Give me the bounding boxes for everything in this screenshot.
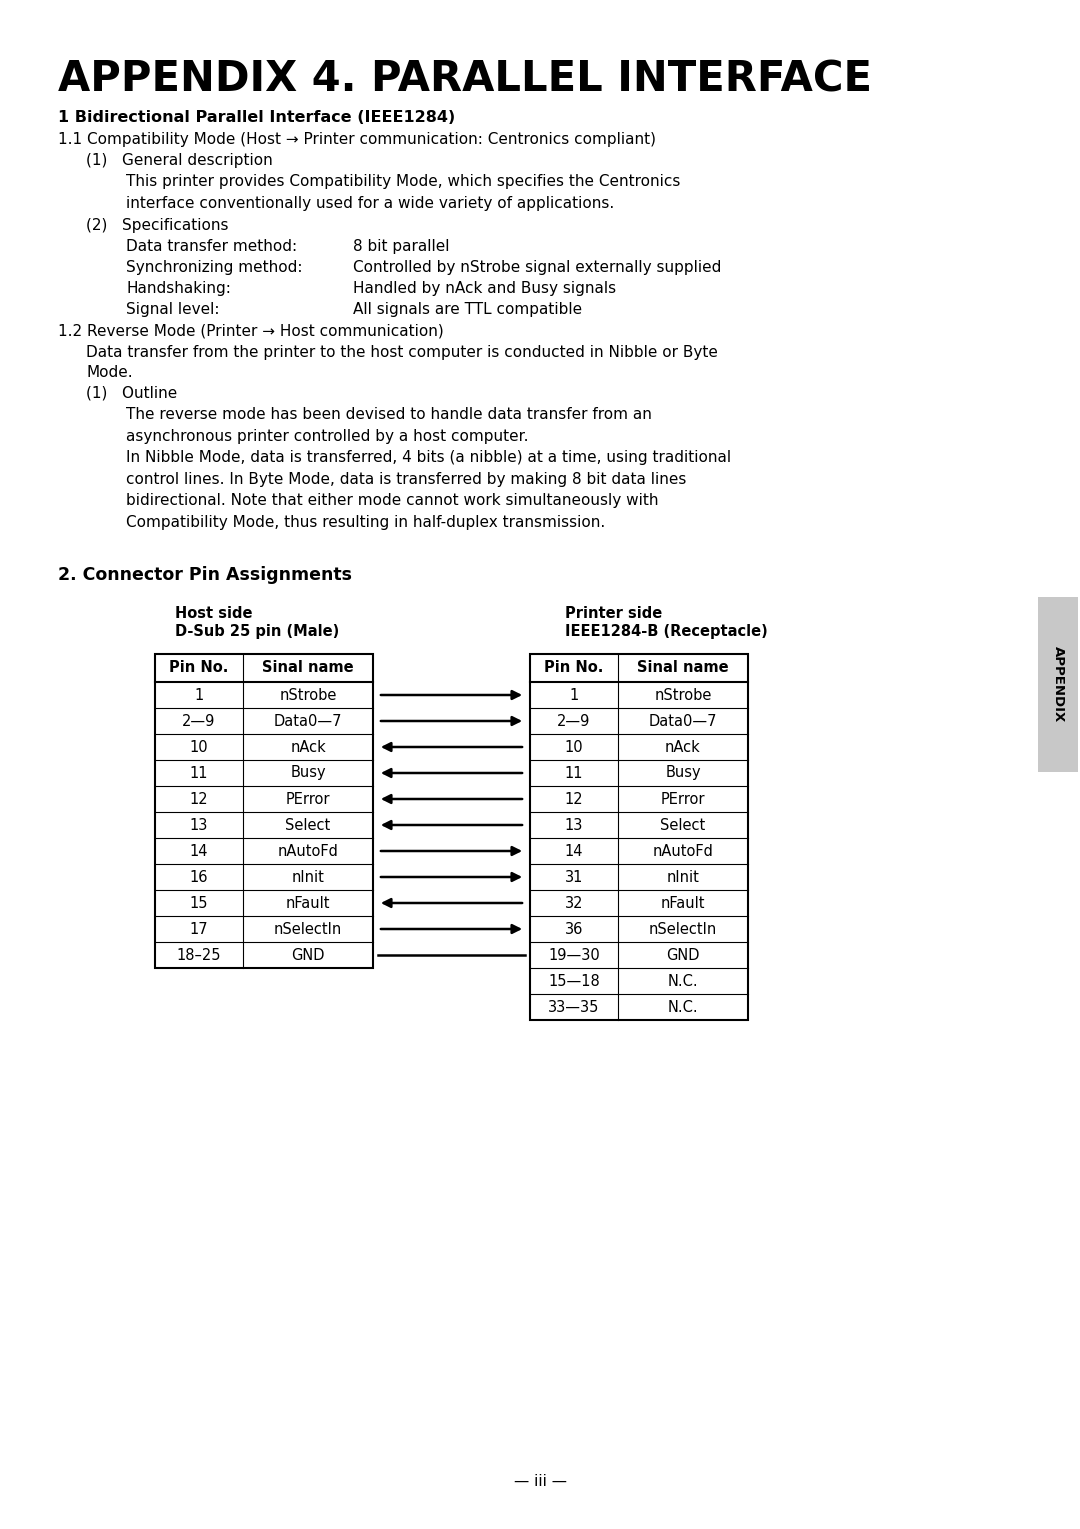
Bar <box>530 654 748 1020</box>
Text: 32: 32 <box>565 896 583 910</box>
Text: Sinal name: Sinal name <box>637 661 729 676</box>
Text: PError: PError <box>661 792 705 806</box>
Text: Busy: Busy <box>665 766 701 780</box>
Text: 2—9: 2—9 <box>557 714 591 728</box>
Text: 14: 14 <box>565 844 583 858</box>
Text: Data transfer method:: Data transfer method: <box>126 239 297 254</box>
Text: 13: 13 <box>565 818 583 832</box>
Bar <box>1038 596 1078 772</box>
Text: 12: 12 <box>565 792 583 806</box>
Text: 1.2 Reverse Mode (Printer → Host communication): 1.2 Reverse Mode (Printer → Host communi… <box>58 324 444 339</box>
Text: 11: 11 <box>190 766 208 780</box>
Text: 31: 31 <box>565 870 583 884</box>
Text: 1 Bidirectional Parallel Interface (IEEE1284): 1 Bidirectional Parallel Interface (IEEE… <box>58 110 456 125</box>
Text: Host side: Host side <box>175 605 253 621</box>
Text: N.C.: N.C. <box>667 1000 699 1015</box>
Text: Data0—7: Data0—7 <box>273 714 342 728</box>
Text: N.C.: N.C. <box>667 974 699 989</box>
Text: 1: 1 <box>569 688 579 702</box>
Text: nSelectIn: nSelectIn <box>274 922 342 936</box>
Text: 8 bit parallel: 8 bit parallel <box>353 239 449 254</box>
Text: 2. Connector Pin Assignments: 2. Connector Pin Assignments <box>58 566 352 584</box>
Text: nSelectIn: nSelectIn <box>649 922 717 936</box>
Text: 15: 15 <box>190 896 208 910</box>
Text: nAck: nAck <box>291 740 326 754</box>
Text: This printer provides Compatibility Mode, which specifies the Centronics
interfa: This printer provides Compatibility Mode… <box>126 174 680 211</box>
Text: Pin No.: Pin No. <box>544 661 604 676</box>
Text: 33—35: 33—35 <box>549 1000 599 1015</box>
Text: 16: 16 <box>190 870 208 884</box>
Text: nAutoFd: nAutoFd <box>278 844 338 858</box>
Text: APPENDIX 4. PARALLEL INTERFACE: APPENDIX 4. PARALLEL INTERFACE <box>58 58 872 99</box>
Text: — iii —: — iii — <box>513 1474 567 1489</box>
Text: nInit: nInit <box>292 870 324 884</box>
Text: Mode.: Mode. <box>86 365 133 381</box>
Bar <box>156 654 373 968</box>
Text: 13: 13 <box>190 818 208 832</box>
Text: 14: 14 <box>190 844 208 858</box>
Text: Data transfer from the printer to the host computer is conducted in Nibble or By: Data transfer from the printer to the ho… <box>86 346 718 359</box>
Text: GND: GND <box>292 948 325 962</box>
Text: Data0—7: Data0—7 <box>649 714 717 728</box>
Text: nStrobe: nStrobe <box>654 688 712 702</box>
Text: Controlled by nStrobe signal externally supplied: Controlled by nStrobe signal externally … <box>353 260 721 275</box>
Text: Select: Select <box>285 818 330 832</box>
Text: IEEE1284-B (Receptacle): IEEE1284-B (Receptacle) <box>565 624 768 639</box>
Text: Busy: Busy <box>291 766 326 780</box>
Text: APPENDIX: APPENDIX <box>1052 647 1065 723</box>
Text: GND: GND <box>666 948 700 962</box>
Text: nStrobe: nStrobe <box>280 688 337 702</box>
Text: The reverse mode has been devised to handle data transfer from an
asynchronous p: The reverse mode has been devised to han… <box>126 407 652 443</box>
Text: nAck: nAck <box>665 740 701 754</box>
Text: (1)   General description: (1) General description <box>86 153 273 168</box>
Text: Printer side: Printer side <box>565 605 662 621</box>
Text: 1: 1 <box>194 688 204 702</box>
Text: Synchronizing method:: Synchronizing method: <box>126 260 302 275</box>
Text: 18–25: 18–25 <box>177 948 221 962</box>
Text: PError: PError <box>286 792 330 806</box>
Text: nFault: nFault <box>286 896 330 910</box>
Text: nAutoFd: nAutoFd <box>652 844 714 858</box>
Text: In Nibble Mode, data is transferred, 4 bits (a nibble) at a time, using traditio: In Nibble Mode, data is transferred, 4 b… <box>126 450 731 531</box>
Text: D-Sub 25 pin (Male): D-Sub 25 pin (Male) <box>175 624 339 639</box>
Text: 12: 12 <box>190 792 208 806</box>
Text: 10: 10 <box>565 740 583 754</box>
Text: 15—18: 15—18 <box>549 974 599 989</box>
Text: 36: 36 <box>565 922 583 936</box>
Text: Pin No.: Pin No. <box>170 661 229 676</box>
Text: Select: Select <box>660 818 705 832</box>
Text: (1)   Outline: (1) Outline <box>86 385 177 401</box>
Text: Sinal name: Sinal name <box>262 661 354 676</box>
Text: (2)   Specifications: (2) Specifications <box>86 219 229 232</box>
Text: 17: 17 <box>190 922 208 936</box>
Text: nFault: nFault <box>661 896 705 910</box>
Text: 1.1 Compatibility Mode (Host → Printer communication: Centronics compliant): 1.1 Compatibility Mode (Host → Printer c… <box>58 131 656 147</box>
Text: 2—9: 2—9 <box>183 714 216 728</box>
Text: 10: 10 <box>190 740 208 754</box>
Text: nInit: nInit <box>666 870 700 884</box>
Text: Signal level:: Signal level: <box>126 303 219 317</box>
Text: 11: 11 <box>565 766 583 780</box>
Text: Handshaking:: Handshaking: <box>126 281 231 297</box>
Text: 19—30: 19—30 <box>549 948 599 962</box>
Text: Handled by nAck and Busy signals: Handled by nAck and Busy signals <box>353 281 616 297</box>
Text: All signals are TTL compatible: All signals are TTL compatible <box>353 303 582 317</box>
